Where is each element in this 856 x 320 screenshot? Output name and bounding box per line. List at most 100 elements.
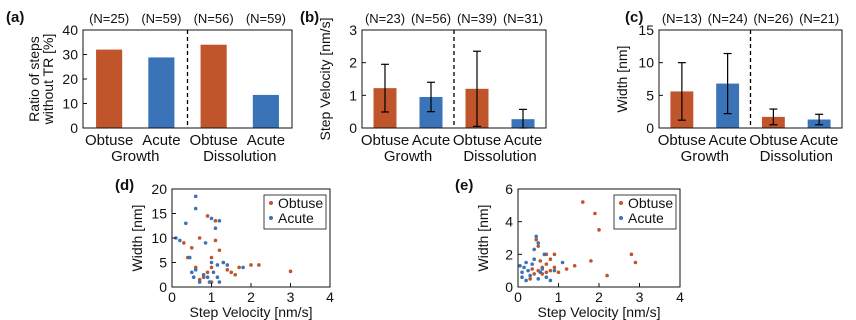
scatter-point-acute bbox=[215, 275, 220, 280]
sample-count: (N=59) bbox=[246, 11, 286, 26]
legend-label: Acute bbox=[628, 210, 664, 226]
sample-count: (N=21) bbox=[799, 11, 839, 26]
x-tick-label: 4 bbox=[676, 289, 684, 305]
scatter-point-acute bbox=[203, 241, 208, 245]
scatter-point-acute bbox=[221, 260, 226, 265]
scatter-point-acute bbox=[209, 260, 214, 265]
bar-obtuse bbox=[200, 44, 227, 129]
y-tick-label: 20 bbox=[151, 181, 167, 197]
scatter-point-obtuse bbox=[593, 211, 597, 216]
y-tick-label: 0 bbox=[646, 120, 654, 136]
x-tick-label: 1 bbox=[208, 289, 216, 305]
scatter-point-acute bbox=[193, 268, 198, 272]
y-tick-label: 4 bbox=[505, 214, 513, 230]
x-axis-label: Step Velocity [nm/s] bbox=[190, 304, 313, 320]
y-tick-label: 15 bbox=[151, 206, 167, 222]
legend-label: Obtuse bbox=[628, 195, 673, 211]
x-tick-label: 4 bbox=[326, 289, 334, 305]
x-tick-label: 0 bbox=[168, 289, 176, 305]
scatter-point-obtuse bbox=[548, 268, 553, 273]
scatter-point-acute bbox=[518, 263, 522, 268]
y-tick-label: 5 bbox=[646, 87, 654, 103]
y-tick-label: 6 bbox=[505, 181, 513, 197]
y-tick-label: 1 bbox=[349, 87, 357, 103]
category-label: Acute bbox=[504, 132, 542, 149]
scatter-point-obtuse bbox=[213, 219, 218, 223]
y-tick-label: 0 bbox=[70, 120, 78, 136]
scatter-point-obtuse bbox=[532, 272, 536, 276]
legend-marker-obtuse bbox=[269, 201, 273, 205]
y-tick-label: 15 bbox=[638, 22, 654, 38]
panel-label: (a) bbox=[6, 9, 24, 26]
category-label: Obtuse bbox=[453, 132, 501, 149]
y-tick-label: 40 bbox=[62, 22, 78, 38]
panel-label: (e) bbox=[455, 177, 473, 194]
legend-label: Obtuse bbox=[278, 195, 323, 211]
legend-label: Acute bbox=[278, 210, 314, 226]
category-label: Obtuse bbox=[189, 132, 237, 149]
scatter-point-obtuse bbox=[534, 237, 539, 242]
scatter-point-acute bbox=[534, 234, 539, 239]
scatter-point-acute bbox=[528, 273, 532, 278]
legend-box bbox=[613, 194, 677, 230]
category-label: Acute bbox=[412, 132, 450, 149]
group-label: Dissolution bbox=[760, 148, 833, 165]
scatter-point-obtuse bbox=[197, 236, 202, 240]
scatter-point-acute bbox=[193, 194, 198, 199]
y-tick-label: 5 bbox=[159, 255, 167, 271]
x-tick-label: 3 bbox=[636, 289, 644, 305]
plot-frame bbox=[361, 29, 547, 129]
scatter-point-obtuse bbox=[538, 259, 543, 263]
sample-count: (N=26) bbox=[753, 11, 793, 26]
category-label: Obtuse bbox=[361, 132, 409, 149]
scatter-point-acute bbox=[538, 270, 543, 275]
scatter-point-acute bbox=[524, 260, 528, 265]
bar-acute bbox=[252, 94, 279, 128]
group-label: Dissolution bbox=[203, 148, 276, 165]
legend-marker-obtuse bbox=[619, 201, 623, 205]
scatter-point-obtuse bbox=[552, 252, 557, 257]
scatter-point-acute bbox=[536, 277, 541, 281]
category-label: Acute bbox=[708, 132, 746, 149]
y-axis-label: Ratio of stepswithout TR [%] bbox=[26, 34, 56, 126]
category-label: Acute bbox=[800, 132, 838, 149]
category-label: Acute bbox=[247, 132, 285, 149]
y-axis-label-line2: without TR [%] bbox=[40, 34, 56, 126]
y-tick-label: 0 bbox=[159, 279, 167, 295]
scatter-point-obtuse bbox=[536, 244, 541, 248]
sample-count: (N=23) bbox=[365, 11, 405, 26]
scatter-point-obtuse bbox=[217, 248, 222, 253]
bar-acute bbox=[419, 96, 443, 128]
scatter-point-obtuse bbox=[581, 200, 585, 204]
y-tick-label: 0 bbox=[505, 279, 513, 295]
scatter-point-acute bbox=[522, 265, 526, 270]
y-tick-label: 0 bbox=[349, 120, 357, 136]
scatter-point-obtuse bbox=[209, 265, 214, 270]
y-tick-label: 2 bbox=[349, 55, 357, 71]
panel-label: (b) bbox=[300, 9, 319, 26]
panel-label: (d) bbox=[115, 177, 134, 194]
scatter-point-obtuse bbox=[597, 228, 601, 232]
scatter-point-acute bbox=[548, 278, 553, 283]
sample-count: (N=24) bbox=[708, 11, 748, 26]
y-tick-label: 10 bbox=[151, 230, 167, 246]
scatter-point-obtuse bbox=[249, 263, 253, 267]
x-tick-label: 0 bbox=[514, 289, 522, 305]
scatter-point-acute bbox=[552, 268, 557, 273]
scatter-point-obtuse bbox=[288, 269, 293, 274]
scatter-point-obtuse bbox=[556, 270, 561, 275]
y-axis-label: Width [nm] bbox=[129, 205, 145, 272]
scatter-point-acute bbox=[217, 280, 222, 284]
scatter-point-acute bbox=[205, 275, 210, 280]
scatter-point-acute bbox=[526, 268, 530, 273]
scatter-point-obtuse bbox=[237, 265, 241, 270]
x-tick-label: 2 bbox=[247, 289, 255, 305]
group-label: Growth bbox=[681, 148, 729, 165]
y-tick-label: 20 bbox=[62, 71, 78, 87]
scatter-point-acute bbox=[197, 280, 202, 284]
scatter-point-obtuse bbox=[605, 273, 609, 278]
scatter-point-acute bbox=[520, 275, 524, 280]
scatter-point-acute bbox=[184, 221, 188, 226]
scatter-point-acute bbox=[225, 263, 230, 267]
